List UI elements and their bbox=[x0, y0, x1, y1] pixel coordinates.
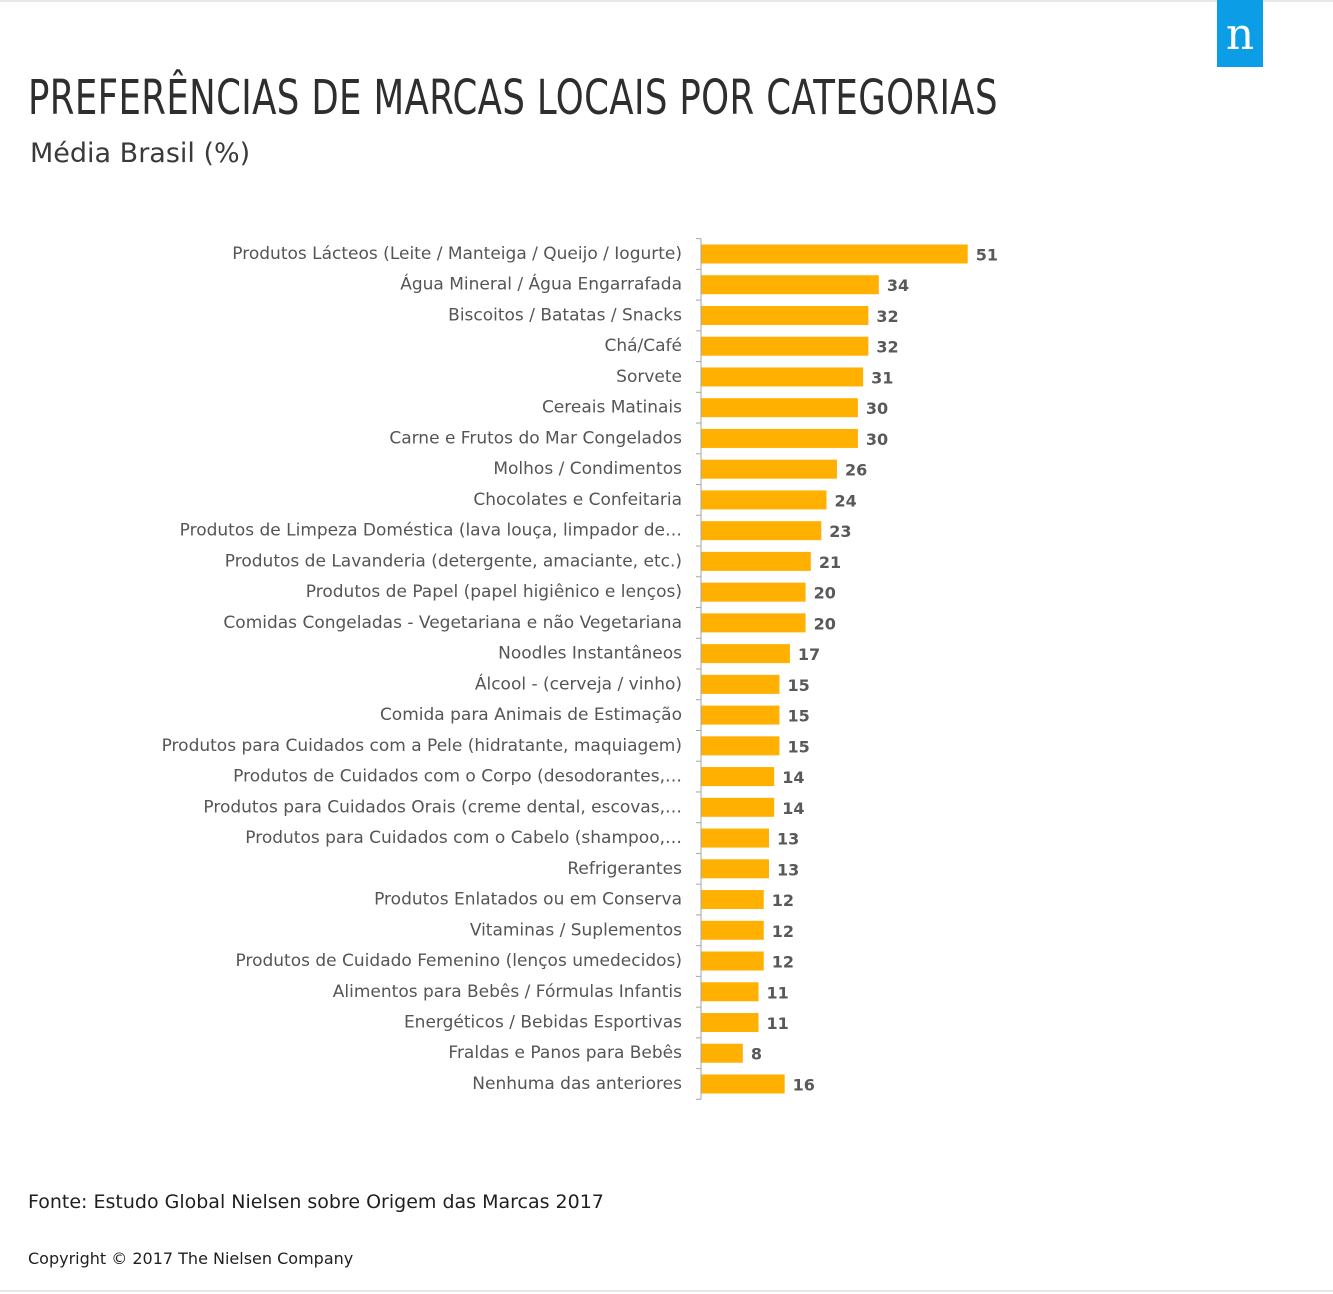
category-label: Fraldas e Panos para Bebês bbox=[448, 1043, 682, 1063]
logo-letter: n bbox=[1225, 8, 1255, 60]
category-label: Produtos de Papel (papel higiênico e len… bbox=[306, 582, 682, 602]
bar bbox=[701, 367, 864, 387]
data-label: 20 bbox=[814, 614, 836, 633]
data-label: 11 bbox=[767, 983, 789, 1002]
data-label: 32 bbox=[876, 338, 898, 357]
bar bbox=[701, 644, 790, 664]
data-label: 11 bbox=[767, 1014, 789, 1033]
bar-chart: Produtos Lácteos (Leite / Manteiga / Que… bbox=[162, 238, 998, 1100]
bar bbox=[701, 582, 806, 602]
data-label: 17 bbox=[798, 645, 820, 664]
data-label: 12 bbox=[772, 953, 794, 972]
category-label: Produtos para Cuidados com a Pele (hidra… bbox=[162, 736, 682, 756]
bar bbox=[701, 951, 764, 971]
category-label: Produtos Enlatados ou em Conserva bbox=[374, 890, 682, 910]
nielsen-logo: n bbox=[1217, 0, 1263, 67]
data-label: 14 bbox=[782, 799, 804, 818]
category-label: Biscoitos / Batatas / Snacks bbox=[448, 305, 682, 325]
category-label: Cereais Matinais bbox=[542, 398, 682, 418]
category-label: Chá/Café bbox=[604, 336, 682, 356]
data-label: 14 bbox=[782, 768, 804, 787]
bar bbox=[701, 613, 806, 633]
bar bbox=[701, 982, 759, 1002]
data-label: 31 bbox=[871, 368, 893, 387]
bar bbox=[701, 736, 780, 756]
bar bbox=[701, 767, 775, 787]
category-label: Produtos para Cuidados Orais (creme dent… bbox=[203, 797, 682, 817]
category-label: Produtos para Cuidados com o Cabelo (sha… bbox=[245, 828, 682, 848]
bar bbox=[701, 1074, 785, 1094]
bar bbox=[701, 428, 858, 448]
data-label: 51 bbox=[976, 246, 998, 265]
bar bbox=[701, 459, 837, 479]
bar bbox=[701, 859, 769, 879]
bar bbox=[701, 490, 827, 510]
category-label: Produtos de Lavanderia (detergente, amac… bbox=[225, 551, 682, 571]
data-label: 13 bbox=[777, 830, 799, 849]
data-label: 32 bbox=[876, 307, 898, 326]
source-note: Fonte: Estudo Global Nielsen sobre Orige… bbox=[28, 1191, 604, 1213]
data-label: 20 bbox=[814, 584, 836, 603]
top-divider bbox=[0, 0, 1333, 2]
category-label: Produtos de Limpeza Doméstica (lava louç… bbox=[180, 521, 682, 541]
bar bbox=[701, 920, 764, 940]
bar bbox=[701, 797, 775, 817]
chart-subtitle: Média Brasil (%) bbox=[30, 138, 251, 169]
data-label: 12 bbox=[772, 922, 794, 941]
category-label: Comida para Animais de Estimação bbox=[380, 705, 682, 725]
category-label: Chocolates e Confeitaria bbox=[473, 490, 682, 510]
category-label: Produtos de Cuidado Femenino (lenços ume… bbox=[236, 951, 682, 971]
bar bbox=[701, 1013, 759, 1032]
copyright-note: Copyright © 2017 The Nielsen Company bbox=[28, 1249, 354, 1268]
data-label: 8 bbox=[751, 1045, 762, 1064]
chart-title: PREFERÊNCIAS DE MARCAS LOCAIS POR CATEGO… bbox=[28, 70, 998, 126]
bar bbox=[701, 828, 769, 848]
data-label: 26 bbox=[845, 461, 867, 480]
category-label: Nenhuma das anteriores bbox=[472, 1074, 682, 1094]
data-label: 15 bbox=[787, 676, 809, 695]
data-label: 34 bbox=[887, 276, 909, 295]
category-label: Álcool - (cerveja / vinho) bbox=[475, 672, 682, 694]
bar bbox=[701, 305, 869, 325]
category-label: Noodles Instantâneos bbox=[498, 644, 682, 664]
category-label: Molhos / Condimentos bbox=[493, 459, 682, 479]
data-label: 23 bbox=[829, 522, 851, 541]
category-label: Água Mineral / Água Engarrafada bbox=[400, 273, 682, 295]
bar bbox=[701, 551, 811, 571]
data-label: 15 bbox=[787, 737, 809, 756]
bar bbox=[701, 705, 780, 725]
bar bbox=[701, 244, 968, 264]
category-label: Refrigerantes bbox=[567, 859, 682, 879]
data-label: 12 bbox=[772, 891, 794, 910]
bar bbox=[701, 521, 822, 541]
bar bbox=[701, 398, 858, 418]
data-label: 15 bbox=[787, 707, 809, 726]
data-label: 30 bbox=[866, 430, 888, 449]
data-label: 24 bbox=[835, 491, 857, 510]
category-label: Produtos Lácteos (Leite / Manteiga / Que… bbox=[232, 244, 682, 264]
category-label: Produtos de Cuidados com o Corpo (desodo… bbox=[233, 767, 682, 787]
bar bbox=[701, 275, 879, 295]
bar bbox=[701, 1043, 743, 1063]
category-label: Alimentos para Bebês / Fórmulas Infantis bbox=[333, 982, 682, 1002]
category-label: Sorvete bbox=[616, 367, 682, 387]
category-label: Comidas Congeladas - Vegetariana e não V… bbox=[223, 613, 682, 633]
bar bbox=[701, 890, 764, 910]
data-label: 13 bbox=[777, 860, 799, 879]
data-label: 30 bbox=[866, 399, 888, 418]
bottom-divider bbox=[0, 1290, 1333, 1292]
data-label: 16 bbox=[793, 1075, 815, 1094]
bar bbox=[701, 336, 869, 356]
bar bbox=[701, 674, 780, 694]
category-label: Vitaminas / Suplementos bbox=[470, 920, 682, 940]
data-label: 21 bbox=[819, 553, 841, 572]
category-label: Carne e Frutos do Mar Congelados bbox=[389, 428, 682, 448]
category-label: Energéticos / Bebidas Esportivas bbox=[404, 1013, 682, 1033]
